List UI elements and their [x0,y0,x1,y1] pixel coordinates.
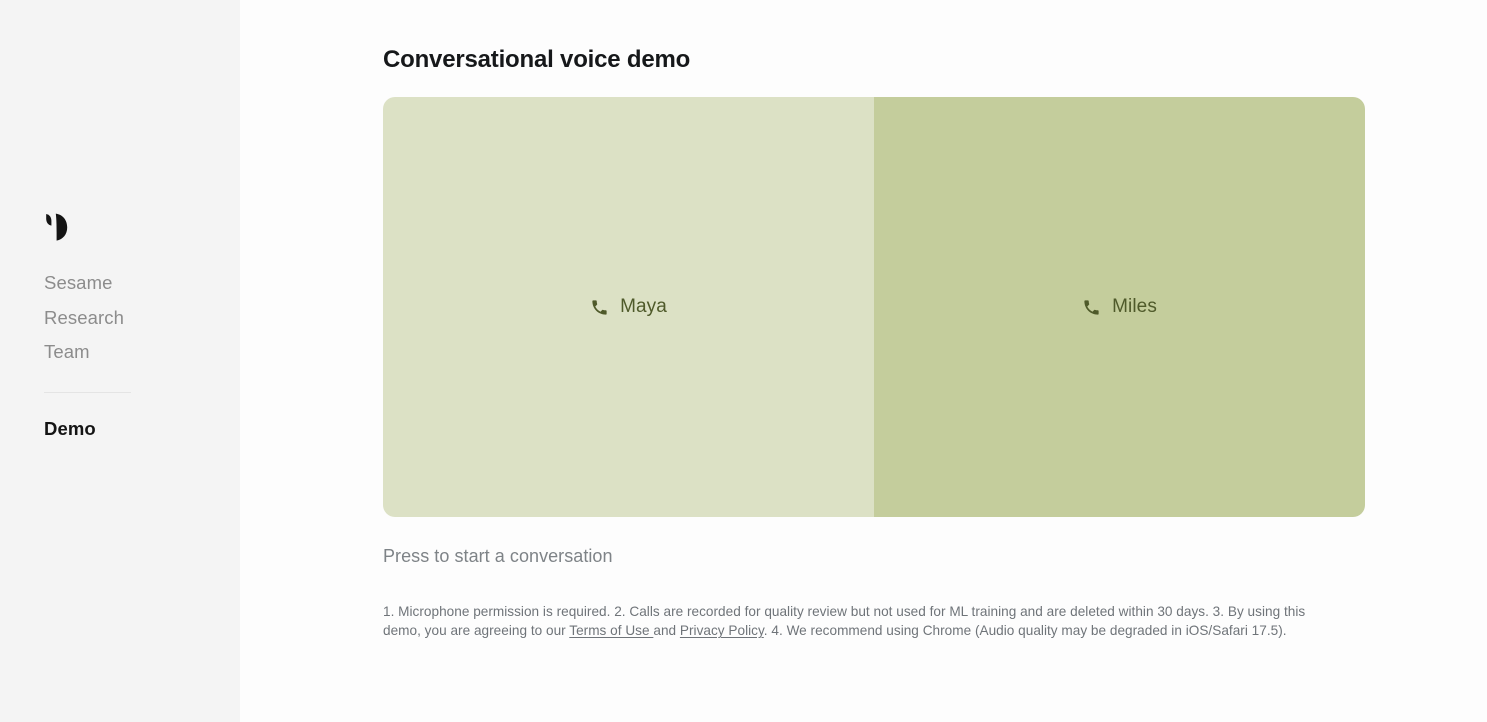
fineprint-part-1: 1. Microphone permission is required. 2.… [383,604,1306,639]
persona-label-miles: Miles [1112,296,1157,317]
content-column: Conversational voice demo Maya [383,0,1365,654]
sidebar-item-sesame[interactable]: Sesame [44,272,113,293]
sidebar-item-demo[interactable]: Demo [44,417,96,439]
phone-icon [1082,298,1101,317]
fineprint-part-2: . 4. We recommend using Chrome (Audio qu… [763,623,1287,639]
press-to-start-caption: Press to start a conversation [383,546,613,566]
sidebar-divider [44,391,131,393]
persona-button-maya[interactable]: Maya [383,97,874,517]
persona-button-miles[interactable]: Miles [874,97,1365,517]
fineprint-between: and [653,623,680,639]
main-content: Conversational voice demo Maya [240,0,1487,722]
phone-icon [590,298,609,317]
fineprint-disclaimer: 1. Microphone permission is required. 2.… [383,602,1345,640]
persona-label-maya: Maya [620,296,667,317]
sesame-logo[interactable] [44,212,70,242]
privacy-policy-link[interactable]: Privacy Policy [679,623,764,639]
voice-demo-panel: Maya Miles [383,97,1365,517]
page-title: Conversational voice demo [383,46,691,73]
sidebar-nav: Sesame Research Team Demo [44,266,214,446]
sidebar-item-research[interactable]: Research [44,306,124,328]
terms-of-use-link[interactable]: Terms of Use [569,623,654,639]
sidebar: Sesame Research Team Demo [0,0,240,722]
sidebar-item-team[interactable]: Team [44,341,90,362]
